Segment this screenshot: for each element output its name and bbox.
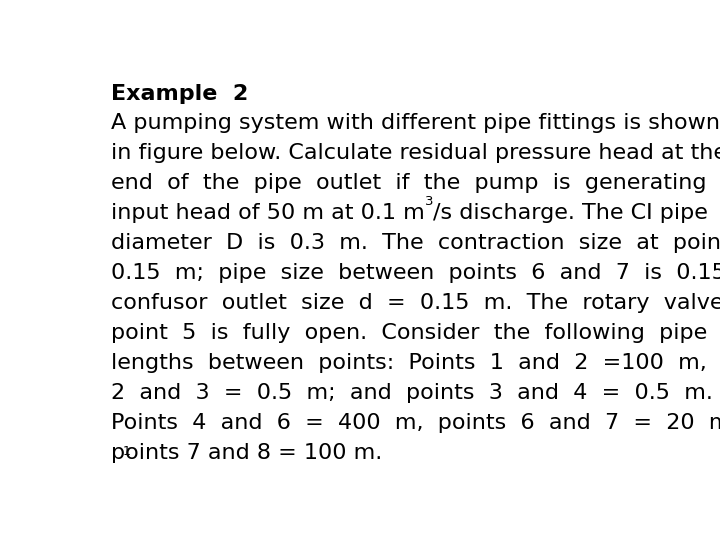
Text: in figure below. Calculate residual pressure head at the: in figure below. Calculate residual pres…: [111, 144, 720, 164]
Text: confusor  outlet  size  d  =  0.15  m.  The  rotary  valve  at: confusor outlet size d = 0.15 m. The rot…: [111, 293, 720, 313]
Text: Example  2: Example 2: [111, 84, 248, 104]
Text: diameter  D  is  0.3  m.  The  contraction  size  at  point  3  is: diameter D is 0.3 m. The contraction siz…: [111, 233, 720, 253]
Text: 0.15  m;  pipe  size  between  points  6  and  7  is  0.15  m;  and: 0.15 m; pipe size between points 6 and 7…: [111, 263, 720, 283]
Text: 1: 1: [122, 445, 130, 458]
Text: input head of 50 m at 0.1 m: input head of 50 m at 0.1 m: [111, 203, 425, 223]
Text: A pumping system with different pipe fittings is shown: A pumping system with different pipe fit…: [111, 113, 720, 133]
Text: /s discharge. The CI pipe: /s discharge. The CI pipe: [433, 203, 708, 223]
Text: points 7 and 8 = 100 m.: points 7 and 8 = 100 m.: [111, 443, 382, 463]
Text: end  of  the  pipe  outlet  if  the  pump  is  generating  an: end of the pipe outlet if the pump is ge…: [111, 173, 720, 193]
Text: lengths  between  points:  Points  1  and  2  =100  m,  points: lengths between points: Points 1 and 2 =…: [111, 353, 720, 373]
Text: Points  4  and  6  =  400  m,  points  6  and  7  =  20  m;  and: Points 4 and 6 = 400 m, points 6 and 7 =…: [111, 413, 720, 433]
Text: 3: 3: [425, 195, 433, 208]
Text: 2  and  3  =  0.5  m;  and  points  3  and  4  =  0.5  m.: 2 and 3 = 0.5 m; and points 3 and 4 = 0.…: [111, 383, 713, 403]
Text: point  5  is  fully  open.  Consider  the  following  pipe: point 5 is fully open. Consider the foll…: [111, 323, 708, 343]
